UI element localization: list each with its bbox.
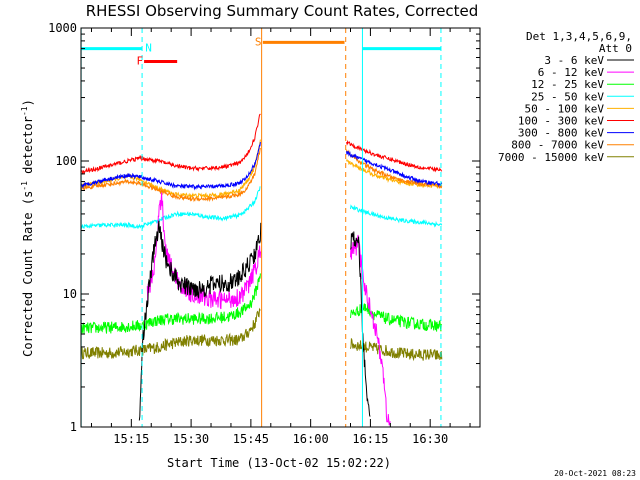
y-axis-label: Corrected Count Rate (s-1 detector-1)	[20, 99, 35, 357]
y-axis-label-sup-1: -1	[20, 181, 29, 191]
legend-header-1: Det 1,3,4,5,6,9,	[526, 30, 632, 43]
x-axis-ticks: 15:15 15:30 15:45 16:00 16:15 16:30	[90, 28, 471, 446]
x-tick-label-4: 16:00	[293, 432, 329, 446]
series-6-line-1	[81, 113, 261, 175]
plot-area	[81, 28, 443, 427]
series-9	[81, 307, 443, 362]
y-axis-label-sup-2: -1	[20, 106, 29, 116]
legend-header-2: Att 0	[599, 42, 632, 55]
y-tick-label-100: 100	[55, 154, 77, 168]
x-tick-label-2: 15:30	[173, 432, 209, 446]
series-3	[81, 273, 443, 335]
y-axis-ticks: 1 10 100 1000	[48, 21, 480, 434]
chart-title: RHESSI Observing Summary Count Rates, Co…	[86, 2, 479, 20]
series-1-line-1	[138, 220, 262, 421]
legend-label-6: 100 - 300 keV	[518, 115, 604, 128]
series-2	[146, 192, 391, 426]
series-1-line-2	[350, 231, 371, 417]
series-3-line-1	[81, 273, 261, 335]
legend-label-2: 6 - 12 keV	[538, 66, 605, 79]
x-tick-label-5: 16:15	[352, 432, 388, 446]
series-2-line-2	[350, 234, 391, 426]
series-9-line-2	[350, 338, 443, 362]
plot-frame	[80, 27, 481, 428]
legend-label-5: 50 - 100 keV	[525, 102, 605, 115]
series-3-line-2	[350, 302, 443, 332]
series-8-line-1	[81, 147, 261, 203]
legend-label-8: 800 - 7000 keV	[511, 139, 604, 152]
series-7-line-1	[81, 142, 261, 191]
y-axis-label-part-1: Corrected Count Rate (s	[21, 191, 35, 357]
y-axis-label-part-3: )	[21, 99, 35, 106]
series-4-line-2	[350, 204, 443, 228]
legend-label-4: 25 - 50 keV	[531, 90, 604, 103]
series-4-line-1	[81, 186, 261, 230]
y-tick-label-1000: 1000	[48, 21, 77, 35]
footer-timestamp: 20-Oct-2021 08:23	[554, 469, 636, 478]
y-tick-label-10: 10	[63, 287, 77, 301]
y-tick-label-1: 1	[70, 420, 77, 434]
series-1	[138, 220, 371, 421]
legend-label-1: 3 - 6 keV	[544, 54, 604, 67]
y-axis-label-part-2: detector	[21, 116, 35, 181]
x-tick-label-1: 15:15	[113, 432, 149, 446]
legend-label-7: 300 - 800 keV	[518, 127, 604, 140]
x-tick-label-3: 15:45	[233, 432, 269, 446]
series-5-line-1	[81, 139, 261, 199]
series-9-line-1	[81, 307, 261, 360]
series-4	[81, 186, 443, 230]
x-axis-label: Start Time (13-Oct-02 15:02:22)	[167, 456, 391, 470]
axes	[80, 27, 481, 428]
legend-label-9: 7000 - 15000 keV	[498, 151, 604, 164]
x-tick-label-6: 16:30	[412, 432, 448, 446]
flag-label-f: F	[137, 54, 144, 67]
flag-label-n: N	[145, 42, 152, 55]
legend-label-3: 12 - 25 keV	[531, 78, 604, 91]
flag-label-s: S	[255, 35, 262, 48]
